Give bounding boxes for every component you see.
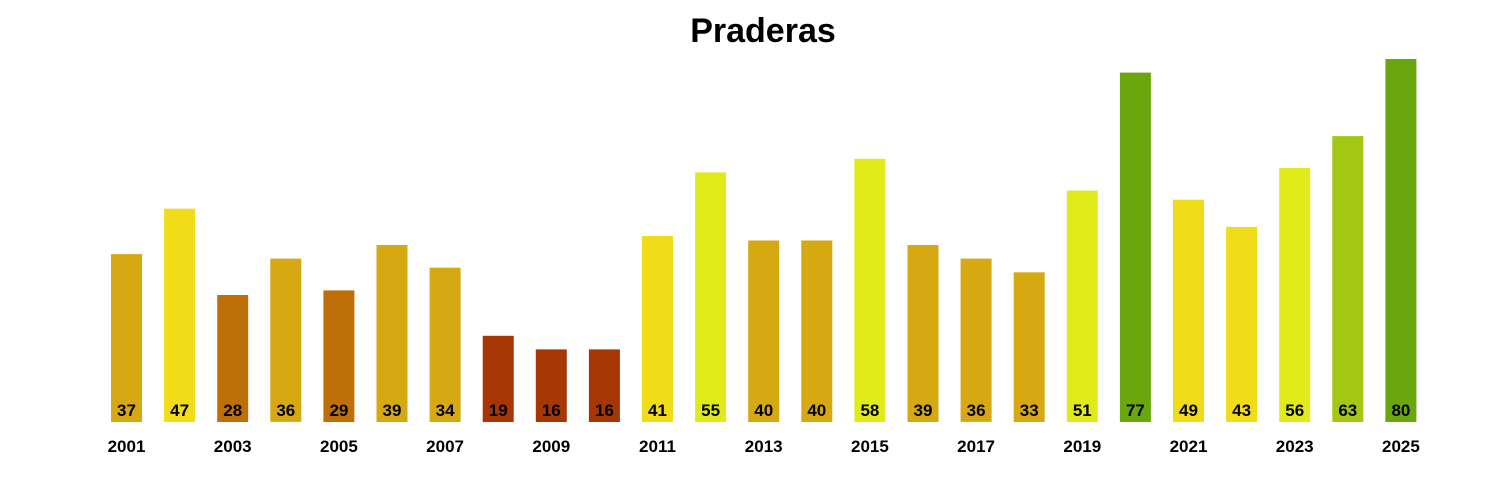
bar-2004 bbox=[270, 258, 302, 422]
bar-2020 bbox=[1119, 72, 1151, 422]
bar-2003 bbox=[217, 295, 249, 422]
data-label-2020: 77 bbox=[1126, 401, 1145, 420]
x-tick-label-2003: 2003 bbox=[214, 437, 252, 456]
data-label-2008: 19 bbox=[489, 401, 508, 420]
data-label-2010: 16 bbox=[595, 401, 614, 420]
x-tick-label-2001: 2001 bbox=[108, 437, 146, 456]
data-label-2022: 43 bbox=[1232, 401, 1251, 420]
data-label-2004: 36 bbox=[276, 401, 295, 420]
bar-2015 bbox=[854, 158, 886, 423]
data-label-2011: 41 bbox=[648, 401, 667, 420]
bar-2024 bbox=[1332, 136, 1364, 422]
x-tick-label-2023: 2023 bbox=[1276, 437, 1314, 456]
data-label-2017: 36 bbox=[967, 401, 986, 420]
bar-2025 bbox=[1385, 59, 1417, 422]
data-label-2018: 33 bbox=[1020, 401, 1039, 420]
data-label-2013: 40 bbox=[754, 401, 773, 420]
data-label-2007: 34 bbox=[436, 401, 455, 420]
x-tick-label-2021: 2021 bbox=[1170, 437, 1208, 456]
x-tick-label-2007: 2007 bbox=[426, 437, 464, 456]
x-tick-label-2013: 2013 bbox=[745, 437, 783, 456]
data-label-2019: 51 bbox=[1073, 401, 1092, 420]
bar-2016 bbox=[907, 245, 939, 422]
data-label-2002: 47 bbox=[170, 401, 189, 420]
bar-2009 bbox=[535, 349, 567, 422]
bar-2002 bbox=[164, 208, 196, 422]
bar-2013 bbox=[748, 240, 780, 422]
bar-2022 bbox=[1226, 226, 1258, 422]
bar-2005 bbox=[323, 290, 355, 422]
chart-title: Praderas bbox=[690, 12, 836, 50]
x-tick-label-2025: 2025 bbox=[1382, 437, 1420, 456]
data-label-2012: 55 bbox=[701, 401, 720, 420]
bar-2017 bbox=[960, 258, 992, 422]
data-label-2014: 40 bbox=[807, 401, 826, 420]
data-label-2006: 39 bbox=[383, 401, 402, 420]
data-label-2009: 16 bbox=[542, 401, 561, 420]
bar-2018 bbox=[1013, 272, 1045, 422]
data-label-2001: 37 bbox=[117, 401, 136, 420]
data-label-2005: 29 bbox=[329, 401, 348, 420]
data-label-2003: 28 bbox=[223, 401, 242, 420]
bar-2011 bbox=[642, 236, 673, 422]
data-label-2021: 49 bbox=[1179, 401, 1198, 420]
data-label-2015: 58 bbox=[860, 401, 879, 420]
data-label-2023: 56 bbox=[1285, 401, 1304, 420]
x-tick-label-2009: 2009 bbox=[532, 437, 570, 456]
bar-2007 bbox=[429, 267, 461, 422]
bar-2006 bbox=[376, 245, 408, 422]
x-tick-label-2011: 2011 bbox=[639, 437, 676, 456]
x-tick-label-2017: 2017 bbox=[957, 437, 995, 456]
bar-2023 bbox=[1279, 167, 1311, 422]
x-tick-label-2019: 2019 bbox=[1063, 437, 1101, 456]
bar-2001 bbox=[111, 254, 142, 422]
bar-2008 bbox=[482, 335, 514, 422]
data-label-2016: 39 bbox=[914, 401, 933, 420]
bar-2010 bbox=[588, 349, 620, 422]
bar-2019 bbox=[1066, 190, 1098, 422]
data-label-2024: 63 bbox=[1338, 401, 1357, 420]
x-tick-label-2005: 2005 bbox=[320, 437, 358, 456]
bar-2021 bbox=[1173, 199, 1204, 422]
bar-2014 bbox=[801, 240, 833, 422]
bar-2012 bbox=[695, 172, 727, 422]
data-label-2025: 80 bbox=[1391, 401, 1410, 420]
x-tick-label-2015: 2015 bbox=[851, 437, 889, 456]
